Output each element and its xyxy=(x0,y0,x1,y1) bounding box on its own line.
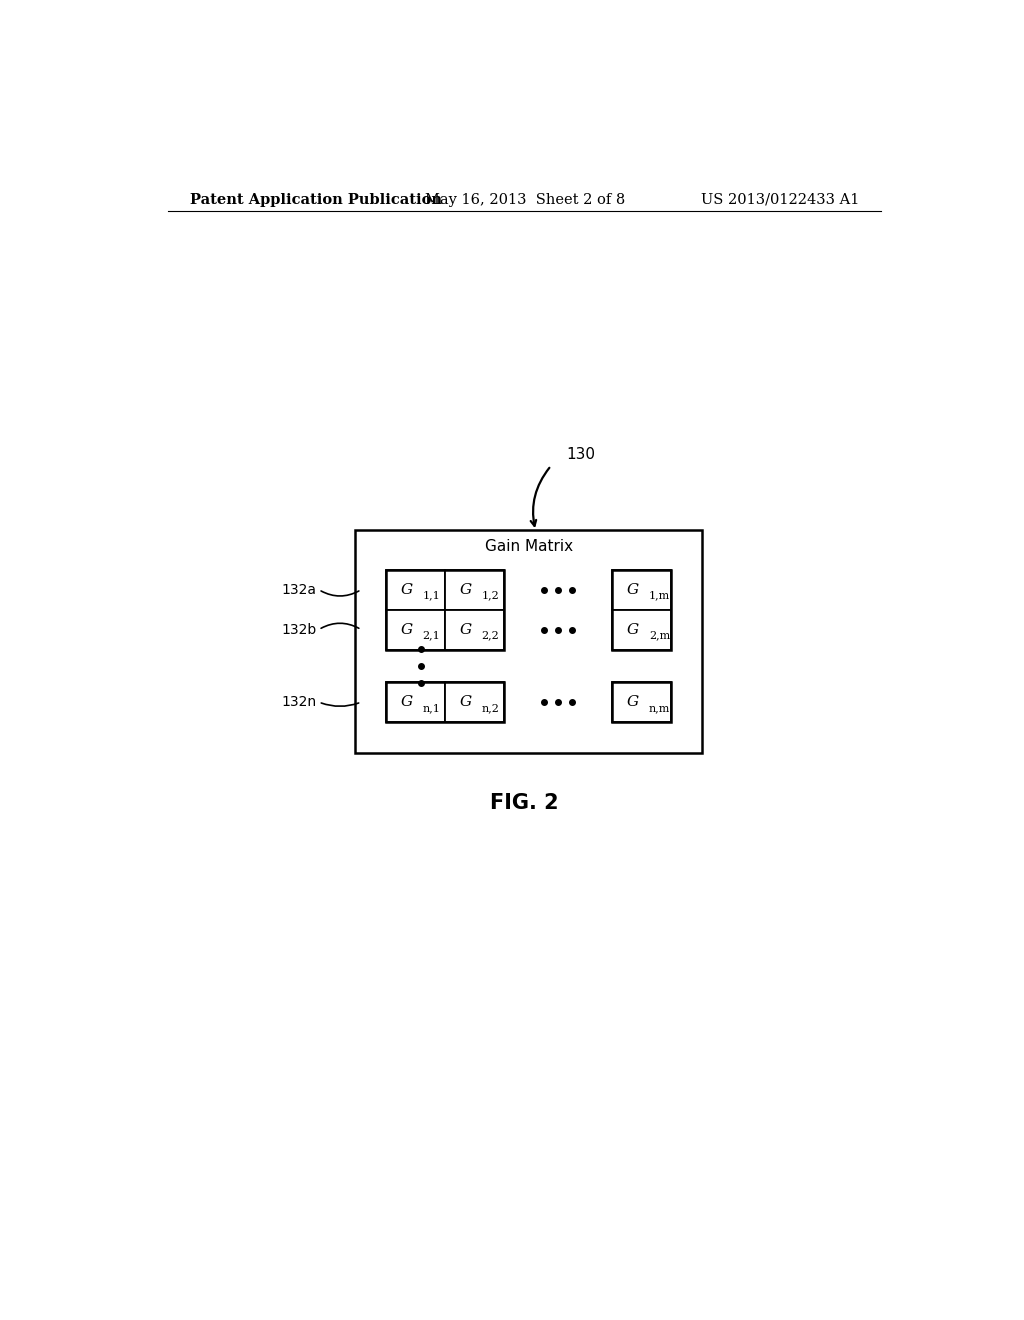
Text: G: G xyxy=(400,582,413,597)
Text: G: G xyxy=(460,696,472,709)
Text: US 2013/0122433 A1: US 2013/0122433 A1 xyxy=(701,193,859,207)
Bar xyxy=(386,610,445,649)
Text: 132n: 132n xyxy=(282,696,316,709)
Bar xyxy=(612,610,672,649)
Text: 2,m: 2,m xyxy=(649,631,670,640)
Bar xyxy=(386,682,504,722)
Text: G: G xyxy=(400,696,413,709)
Text: Patent Application Publication: Patent Application Publication xyxy=(190,193,442,207)
Text: G: G xyxy=(460,623,472,636)
Text: G: G xyxy=(627,623,639,636)
Text: Gain Matrix: Gain Matrix xyxy=(484,539,572,554)
Text: 1,1: 1,1 xyxy=(423,590,440,601)
Text: FIG. 2: FIG. 2 xyxy=(490,793,559,813)
Text: 1,2: 1,2 xyxy=(481,590,500,601)
Bar xyxy=(445,610,504,649)
Text: May 16, 2013  Sheet 2 of 8: May 16, 2013 Sheet 2 of 8 xyxy=(425,193,625,207)
Bar xyxy=(612,570,672,649)
Text: 1,m: 1,m xyxy=(649,590,670,601)
Text: 2,2: 2,2 xyxy=(481,631,500,640)
FancyArrowPatch shape xyxy=(322,623,358,628)
Text: G: G xyxy=(627,582,639,597)
Text: n,m: n,m xyxy=(649,704,671,713)
Text: G: G xyxy=(627,696,639,709)
Bar xyxy=(612,682,672,722)
Text: n,2: n,2 xyxy=(481,704,500,713)
Bar xyxy=(386,570,445,610)
Text: 2,1: 2,1 xyxy=(423,631,440,640)
Text: 132a: 132a xyxy=(282,582,316,597)
FancyArrowPatch shape xyxy=(322,591,358,597)
Text: G: G xyxy=(460,582,472,597)
Text: 132b: 132b xyxy=(281,623,316,636)
Bar xyxy=(386,570,504,649)
Text: n,1: n,1 xyxy=(423,704,440,713)
Bar xyxy=(612,570,672,610)
Bar xyxy=(386,682,445,722)
Text: 130: 130 xyxy=(566,446,596,462)
Text: G: G xyxy=(400,623,413,636)
Bar xyxy=(612,682,672,722)
Bar xyxy=(445,570,504,610)
FancyArrowPatch shape xyxy=(322,704,358,706)
Bar xyxy=(355,529,702,752)
Bar xyxy=(445,682,504,722)
